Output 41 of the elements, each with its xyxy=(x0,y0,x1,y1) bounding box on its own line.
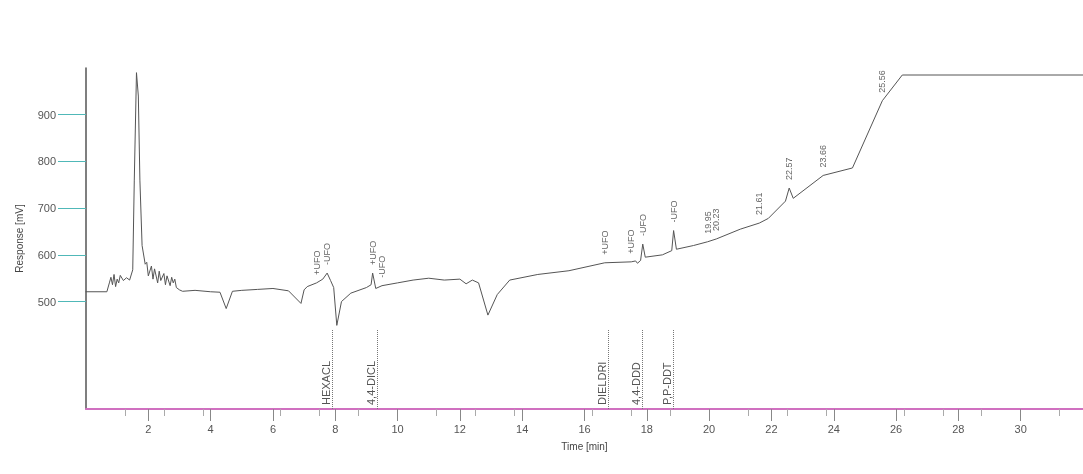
x-tick-label: 16 xyxy=(578,422,591,435)
annotation: 20.23 xyxy=(711,208,722,231)
annotation: 23.66 xyxy=(818,144,829,168)
annotation: -UFO xyxy=(637,214,648,237)
annotation: -UFO xyxy=(376,255,387,278)
ref-line-label: P,P-DDT xyxy=(661,362,674,405)
annotation: -UFO xyxy=(668,200,679,223)
x-tick-label: 6 xyxy=(269,422,276,435)
annotation: 25.56 xyxy=(877,70,888,93)
x-tick-label: 30 xyxy=(1014,422,1027,435)
x-axis-title: Time [min] xyxy=(561,440,608,452)
x-tick-label: 8 xyxy=(332,422,339,435)
ref-line-label: 4,4-DICL xyxy=(365,360,378,405)
x-tick-label: 22 xyxy=(765,422,778,435)
y-tick-label: 900 xyxy=(37,108,56,121)
annotation: 22.57 xyxy=(784,157,795,181)
y-tick-label: 800 xyxy=(37,155,56,168)
annotation: +UFO xyxy=(626,229,637,254)
annotation: -UFO xyxy=(322,243,333,266)
y-tick-label: 600 xyxy=(37,248,56,261)
x-tick-label: 4 xyxy=(207,422,214,435)
x-tick-label: 28 xyxy=(952,422,965,435)
x-tick-label: 12 xyxy=(453,422,466,435)
annotation: +UFO xyxy=(367,240,378,266)
y-axis-title: Response [mV] xyxy=(13,204,25,273)
x-tick-label: 18 xyxy=(640,422,653,435)
ref-line-label: 4,4-DDD xyxy=(630,362,643,405)
ref-line-label: DIELDRI xyxy=(595,361,608,405)
x-tick-label: 24 xyxy=(827,422,840,435)
y-tick-label: 700 xyxy=(37,202,56,215)
annotation: +UFO xyxy=(311,250,322,275)
ref-line-label: HEXACL xyxy=(320,360,333,405)
x-tick-label: 10 xyxy=(391,422,404,435)
annotation: 21.61 xyxy=(754,192,765,216)
x-tick-label: 26 xyxy=(889,422,903,435)
x-tick-label: 2 xyxy=(145,422,152,435)
annotation: +UFO xyxy=(599,230,610,255)
x-tick-label: 20 xyxy=(703,422,716,435)
y-tick-label: 500 xyxy=(37,295,56,308)
x-tick-label: 14 xyxy=(516,422,529,435)
annotation: 19.95 xyxy=(702,211,713,234)
